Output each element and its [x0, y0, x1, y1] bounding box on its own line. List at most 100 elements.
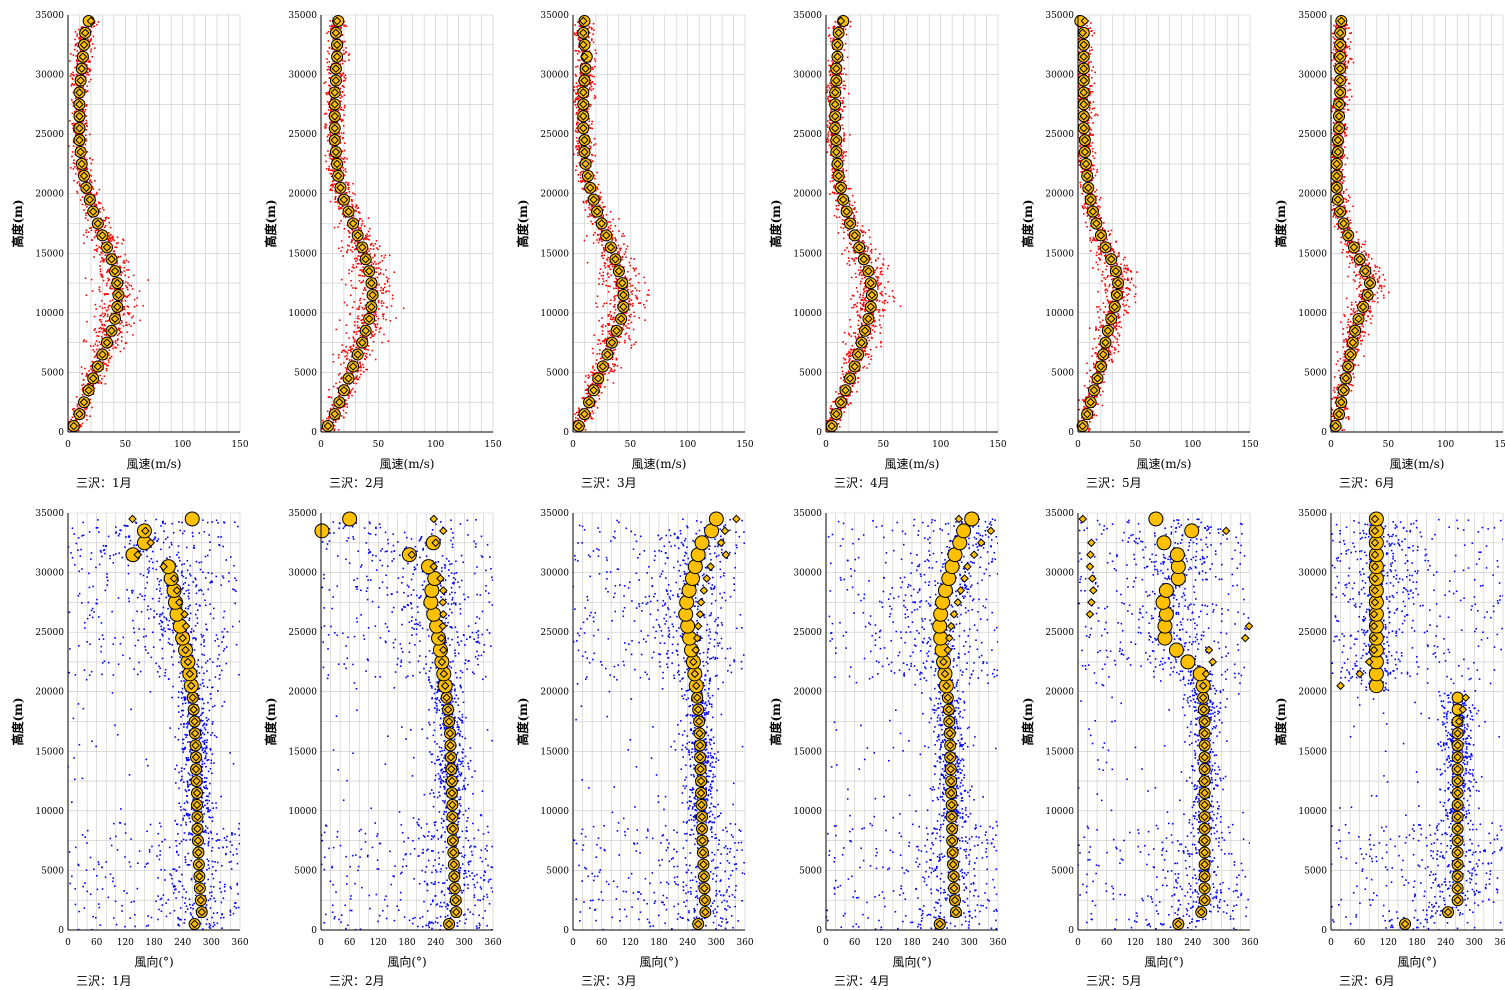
observation-point	[600, 325, 603, 328]
observation-point	[358, 274, 360, 277]
observation-point	[356, 207, 359, 210]
observation-point	[879, 271, 882, 273]
observation-point	[612, 317, 614, 320]
observation-point	[599, 268, 602, 270]
observation-point	[74, 97, 77, 100]
observation-point	[361, 270, 364, 273]
observation-point	[866, 367, 868, 369]
observation-point	[112, 237, 114, 239]
observation-point	[102, 361, 105, 364]
observation-point	[330, 28, 332, 30]
observation-point	[365, 336, 368, 339]
y-axis-label: 高度(m)	[515, 199, 530, 247]
data-point-diamond	[364, 266, 374, 276]
observation-point	[116, 334, 119, 337]
observation-point	[580, 158, 583, 161]
panel-caption: 三沢：3月	[581, 476, 637, 490]
observation-point	[343, 301, 346, 304]
observation-point	[371, 242, 373, 245]
observation-point	[332, 385, 335, 388]
observation-point	[120, 274, 122, 276]
y-tick-label: 10000	[540, 309, 569, 319]
observation-point	[619, 247, 622, 250]
observation-point	[352, 344, 355, 346]
observation-point	[588, 206, 590, 209]
observation-point	[842, 373, 844, 376]
observation-point	[344, 24, 347, 27]
observation-point	[76, 60, 78, 62]
observation-point	[133, 298, 136, 301]
observation-point	[328, 169, 330, 172]
observation-point	[81, 133, 84, 135]
observation-point	[104, 383, 107, 385]
observation-point	[577, 407, 580, 409]
observation-point	[613, 287, 615, 290]
observation-point	[91, 369, 94, 372]
observation-point	[592, 22, 595, 25]
observation-point	[95, 229, 98, 232]
observation-point	[344, 181, 347, 184]
observation-point	[103, 261, 105, 263]
observation-point	[74, 173, 77, 175]
observation-point	[358, 217, 361, 220]
observation-point	[349, 249, 352, 251]
observation-point	[574, 169, 577, 171]
observation-point	[329, 72, 332, 75]
observation-point	[122, 314, 125, 316]
observation-point	[591, 38, 593, 40]
observation-point	[119, 267, 122, 269]
observation-point	[88, 59, 91, 62]
observation-point	[633, 268, 636, 271]
observation-point	[104, 293, 106, 296]
observation-point	[105, 284, 108, 287]
observation-point	[328, 388, 330, 391]
observation-point	[629, 278, 632, 280]
observation-point	[354, 339, 356, 341]
observation-point	[343, 106, 346, 109]
observation-point	[608, 276, 610, 278]
observation-point	[344, 142, 346, 145]
observation-point	[88, 70, 91, 73]
observation-point	[603, 302, 606, 305]
observation-point	[615, 287, 617, 290]
observation-point	[354, 209, 357, 212]
observation-point	[628, 261, 631, 264]
data-point-diamond	[581, 159, 590, 169]
observation-point	[343, 86, 345, 88]
observation-point	[575, 93, 578, 95]
observation-point	[600, 382, 603, 385]
observation-point	[78, 37, 80, 39]
data-point-diamond	[93, 362, 103, 371]
observation-point	[360, 319, 362, 322]
observation-point	[340, 351, 343, 354]
observation-point	[98, 348, 101, 350]
observation-point	[363, 287, 366, 290]
observation-point	[96, 250, 98, 253]
observation-point	[361, 318, 363, 321]
observation-point	[87, 67, 89, 70]
observation-point	[73, 130, 75, 133]
observation-point	[89, 157, 91, 159]
observation-point	[626, 286, 628, 289]
data-point-diamond	[607, 338, 617, 347]
observation-point	[81, 373, 83, 375]
observation-point	[582, 200, 585, 203]
observation-point	[629, 338, 631, 341]
observation-point	[358, 280, 361, 282]
observation-point	[841, 219, 844, 221]
observation-point	[388, 290, 390, 293]
observation-point	[118, 300, 121, 302]
observation-point	[79, 199, 82, 201]
observation-point	[590, 123, 593, 125]
observation-point	[109, 234, 111, 237]
observation-point	[615, 238, 617, 241]
observation-point	[68, 421, 70, 423]
observation-point	[327, 93, 330, 95]
observation-point	[348, 231, 350, 233]
observation-point	[607, 228, 609, 231]
observation-point	[327, 134, 330, 136]
observation-point	[638, 272, 640, 275]
x-tick-label: 100	[427, 440, 444, 450]
observation-point	[71, 83, 73, 85]
observation-point	[582, 170, 584, 173]
